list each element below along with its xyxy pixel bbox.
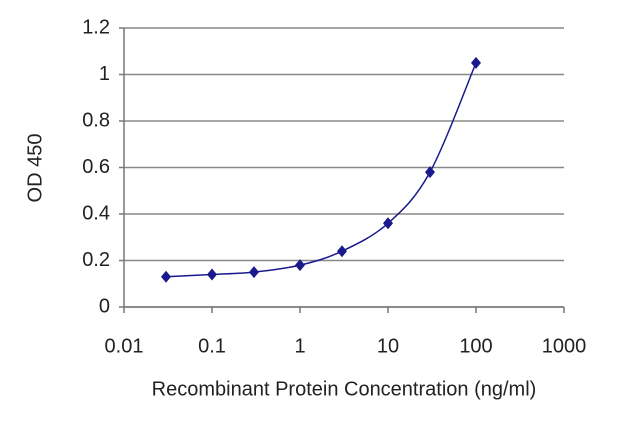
data-point [471,56,481,69]
y-tick-label: 1.2 [82,16,110,38]
x-axis-label: Recombinant Protein Concentration (ng/ml… [152,378,537,400]
x-tick-label: 1000 [542,335,587,357]
y-tick-label: 1 [99,63,110,85]
data-point [207,268,217,281]
x-tick-label: 10 [377,335,399,357]
y-tick-label: 0.8 [82,109,110,131]
y-tick-label: 0 [99,295,110,317]
data-point [336,245,347,258]
x-tick-label: 1 [294,335,305,357]
y-tick-label: 0.4 [82,202,110,224]
x-tick-label: 100 [459,335,492,357]
y-tick-label: 0.2 [82,249,110,271]
x-tick-label: 0.01 [105,335,144,357]
y-axis-label: OD 450 [24,134,46,203]
data-point [248,266,259,279]
data-point [295,259,305,272]
data-point [383,217,393,230]
data-point [424,166,435,179]
x-tick-label: 0.1 [198,335,226,357]
y-tick-label: 0.6 [82,156,110,178]
data-point [160,270,171,283]
